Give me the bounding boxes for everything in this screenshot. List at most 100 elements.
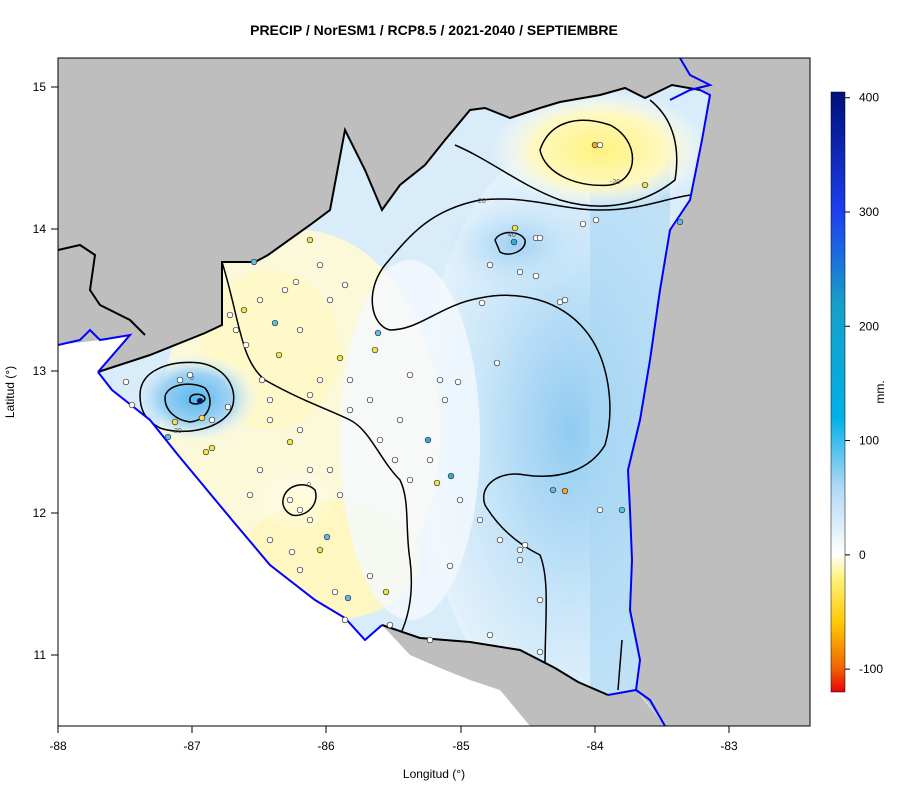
y-tick: 14 xyxy=(33,222,58,236)
station-marker xyxy=(424,436,432,444)
station-marker xyxy=(326,466,334,474)
colorbar-tick-label: 100 xyxy=(859,434,879,448)
station-marker xyxy=(486,631,494,639)
station-marker xyxy=(242,341,250,349)
station-marker xyxy=(382,588,390,596)
station-marker xyxy=(536,648,544,656)
station-marker xyxy=(516,268,524,276)
station-marker xyxy=(316,261,324,269)
station-marker xyxy=(208,444,216,452)
station-marker xyxy=(426,456,434,464)
station-marker xyxy=(224,403,232,411)
station-marker xyxy=(296,506,304,514)
station-marker xyxy=(256,296,264,304)
station-marker xyxy=(202,448,210,456)
station-marker xyxy=(346,406,354,414)
station-marker xyxy=(326,296,334,304)
caribbean-coast-north xyxy=(669,58,713,101)
station-marker xyxy=(336,354,344,362)
y-axis-title: Latitud (°) xyxy=(3,366,17,418)
contour-label: 0 xyxy=(190,375,194,382)
y-tick: 11 xyxy=(34,648,58,662)
station-marker xyxy=(486,261,494,269)
station-marker xyxy=(306,236,314,244)
station-marker xyxy=(196,397,204,405)
contour-labels: -20 20 40 0 20 0 xyxy=(174,179,620,489)
station-marker xyxy=(436,376,444,384)
x-tick: -87 xyxy=(183,726,201,753)
honduras-border xyxy=(97,83,701,373)
station-marker xyxy=(341,616,349,624)
north-blue-core xyxy=(435,195,595,295)
x-tick-label: -85 xyxy=(452,739,470,753)
station-marker xyxy=(275,351,283,359)
station-marker xyxy=(493,359,501,367)
station-marker xyxy=(366,396,374,404)
station-marker xyxy=(331,588,339,596)
contour-lines xyxy=(139,99,691,691)
station-marker xyxy=(128,401,136,409)
station-marker xyxy=(240,306,248,314)
station-marker xyxy=(556,298,564,306)
station-marker xyxy=(258,376,266,384)
station-marker xyxy=(510,238,518,246)
station-marker xyxy=(446,562,454,570)
station-marker xyxy=(246,491,254,499)
contour-zero-west xyxy=(221,261,413,636)
y-axis: 15 14 13 12 11 xyxy=(33,80,58,662)
station-marker xyxy=(226,311,234,319)
station-marker xyxy=(618,506,626,514)
contour-20-north xyxy=(454,99,678,207)
south-yellow-island xyxy=(255,470,335,530)
station-marker xyxy=(511,224,519,232)
station-marker xyxy=(454,378,462,386)
station-marker xyxy=(676,218,684,226)
colorbar: 400 300 200 100 0 -100 mm. xyxy=(830,91,887,693)
station-marker xyxy=(341,281,349,289)
colorbar-tick-label: 200 xyxy=(859,319,879,333)
contour-nw-core xyxy=(189,393,206,405)
station-marker xyxy=(592,216,600,224)
station-marker xyxy=(164,433,172,441)
station-marker xyxy=(374,329,382,337)
station-marker xyxy=(441,396,449,404)
station-marker xyxy=(286,438,294,446)
station-marker xyxy=(478,299,486,307)
station-marker xyxy=(288,548,296,556)
station-marker xyxy=(306,466,314,474)
pacific-ocean xyxy=(58,335,665,726)
y-tick-label: 14 xyxy=(33,222,47,236)
station-marker xyxy=(406,476,414,484)
station-marker xyxy=(549,486,557,494)
x-tick: -84 xyxy=(586,726,604,753)
station-marker xyxy=(296,326,304,334)
station-marker xyxy=(579,220,587,228)
contour-zero-east-loop xyxy=(371,194,691,669)
station-marker xyxy=(306,391,314,399)
station-marker xyxy=(281,286,289,294)
colorbar-tick-label: 300 xyxy=(859,205,879,219)
x-tick-label: -87 xyxy=(183,739,201,753)
station-marker xyxy=(596,506,604,514)
station-marker xyxy=(292,278,300,286)
station-marker xyxy=(516,556,524,564)
station-marker xyxy=(476,516,484,524)
x-tick-label: -86 xyxy=(317,739,335,753)
station-marker xyxy=(391,456,399,464)
contour-label: 40 xyxy=(508,232,516,239)
contour-nw-inner xyxy=(164,383,211,423)
station-marker xyxy=(316,376,324,384)
colorbar-gradient xyxy=(830,91,846,693)
contour-40-north xyxy=(494,231,526,255)
y-tick-label: 15 xyxy=(33,80,47,94)
station-marker xyxy=(323,533,331,541)
gulf-fonseca-coast xyxy=(58,328,133,373)
y-tick: 12 xyxy=(33,506,58,520)
honduras-internal-border xyxy=(58,243,146,336)
station-marker xyxy=(250,258,258,266)
station-marker xyxy=(256,466,264,474)
station-marker xyxy=(396,416,404,424)
station-marker xyxy=(198,414,206,422)
contour-label: 0 xyxy=(307,482,311,489)
station-marker xyxy=(536,234,544,242)
